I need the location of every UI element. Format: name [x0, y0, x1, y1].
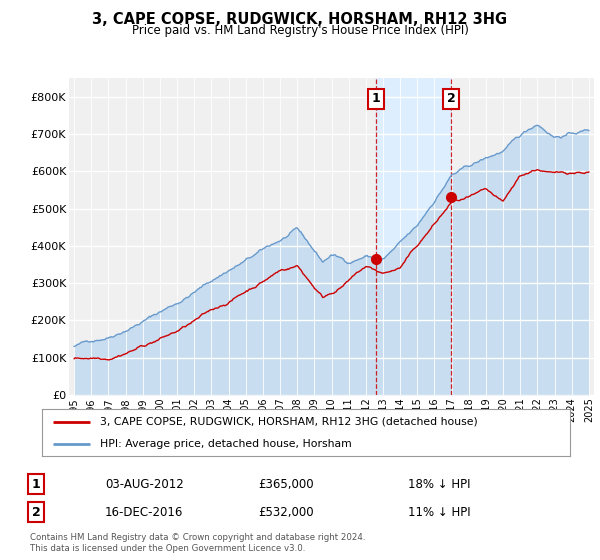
Text: 11% ↓ HPI: 11% ↓ HPI [408, 506, 470, 519]
Text: 03-AUG-2012: 03-AUG-2012 [105, 478, 184, 491]
Text: HPI: Average price, detached house, Horsham: HPI: Average price, detached house, Hors… [100, 438, 352, 449]
Text: 2: 2 [32, 506, 40, 519]
Text: 2: 2 [446, 92, 455, 105]
Text: 3, CAPE COPSE, RUDGWICK, HORSHAM, RH12 3HG (detached house): 3, CAPE COPSE, RUDGWICK, HORSHAM, RH12 3… [100, 417, 478, 427]
Bar [376, 78, 451, 395]
Text: 1: 1 [32, 478, 40, 491]
Text: 16-DEC-2016: 16-DEC-2016 [105, 506, 184, 519]
Text: Contains HM Land Registry data © Crown copyright and database right 2024.
This d: Contains HM Land Registry data © Crown c… [30, 533, 365, 553]
Text: £365,000: £365,000 [258, 478, 314, 491]
Text: 3, CAPE COPSE, RUDGWICK, HORSHAM, RH12 3HG: 3, CAPE COPSE, RUDGWICK, HORSHAM, RH12 3… [92, 12, 508, 27]
Text: 18% ↓ HPI: 18% ↓ HPI [408, 478, 470, 491]
Text: 1: 1 [371, 92, 380, 105]
Text: £532,000: £532,000 [258, 506, 314, 519]
Text: Price paid vs. HM Land Registry's House Price Index (HPI): Price paid vs. HM Land Registry's House … [131, 24, 469, 37]
